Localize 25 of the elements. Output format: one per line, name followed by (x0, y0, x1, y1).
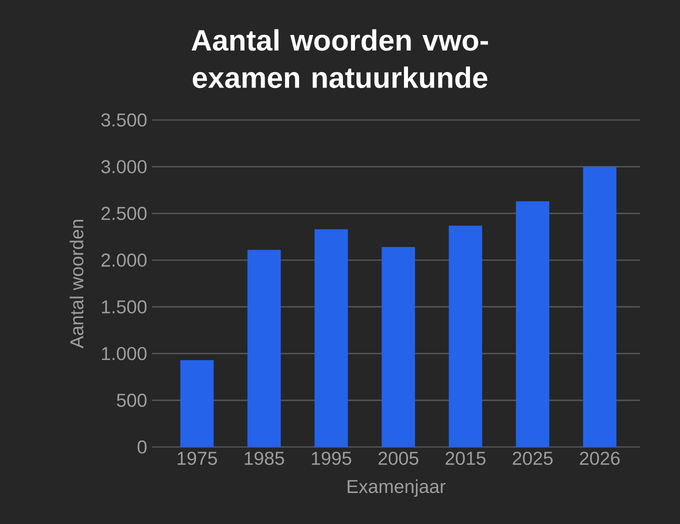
bar (448, 226, 482, 447)
x-tick-label: 1995 (312, 452, 352, 465)
y-tick-label: 3.500 (101, 113, 147, 127)
x-tick-label: 2026 (580, 452, 620, 465)
x-tick-label: 1985 (244, 452, 284, 465)
y-tick-label: 3.000 (101, 160, 147, 174)
x-tick-label: 2015 (446, 452, 486, 465)
y-tick-label: 2.500 (102, 206, 147, 220)
y-tick-label: 1.500 (102, 300, 147, 314)
bar (516, 201, 550, 447)
bar (583, 166, 616, 447)
y-tick-label: 0 (138, 440, 147, 454)
bar (247, 250, 281, 447)
x-tick-label: 2025 (512, 452, 553, 465)
x-tick-label: 2005 (378, 452, 418, 465)
bar (314, 229, 348, 447)
y-tick-label: 2.000 (102, 254, 147, 267)
x-tick-label: 1975 (178, 452, 217, 465)
chart-title: Aantal woorden vwo-examen natuurkunde (192, 29, 488, 88)
bar (382, 247, 416, 447)
bar (180, 360, 214, 447)
x-axis-title: Examenjaar (348, 479, 446, 497)
y-tick-label: 500 (116, 394, 147, 407)
y-axis-title: Aantal woorden (70, 220, 84, 348)
y-tick-label: 1.000 (102, 346, 147, 360)
